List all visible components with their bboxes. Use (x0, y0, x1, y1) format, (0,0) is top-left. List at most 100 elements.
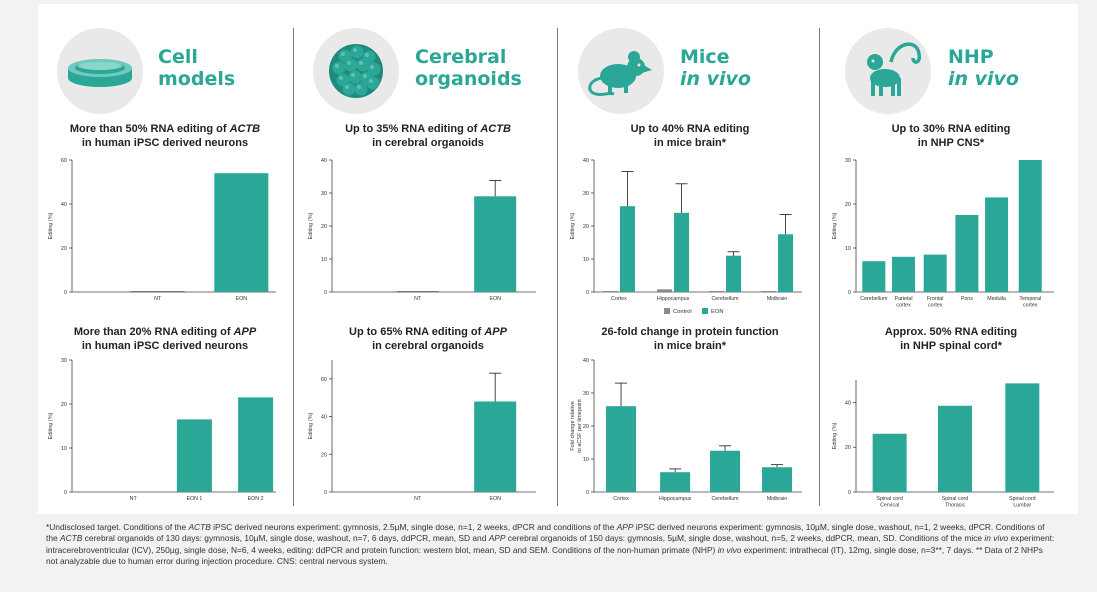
footnote: *Undisclosed target. Conditions of the A… (46, 522, 1056, 567)
y-tick-label: 60 (61, 158, 67, 164)
chart-title: More than 20% RNA editing of APP in huma… (73, 326, 257, 352)
x-tick-label: Parietal (895, 296, 913, 302)
chart-title: Up to 40% RNA editing in mice brain* (630, 123, 750, 149)
footnote-italic: APP (488, 533, 506, 544)
x-tick-label: Spinal cord (876, 496, 903, 502)
x-tick-label: NT (414, 296, 422, 302)
bar (660, 472, 691, 492)
x-tick-label: cortex (928, 303, 943, 309)
x-tick-label: Cerebellum (711, 496, 739, 502)
footnote-italic: ACTB (59, 533, 83, 544)
x-tick-label: Cervical (880, 503, 899, 509)
x-tick-label: Midbrain (767, 296, 787, 302)
y-tick-label: 10 (321, 257, 327, 263)
bar-control (761, 291, 777, 293)
x-tick-label: Hippocampus (659, 496, 692, 502)
y-tick-label: 40 (321, 415, 327, 421)
organoid-highlight (363, 74, 367, 78)
y-tick-label: 20 (583, 224, 589, 230)
bar (606, 406, 637, 492)
bar (892, 256, 916, 292)
y-tick-label: 30 (845, 158, 851, 164)
footnote-italic: ACTB (188, 522, 211, 532)
bar (1005, 383, 1040, 492)
bar-eon (674, 212, 690, 292)
organoid-highlight (341, 52, 345, 56)
organoid-highlight (359, 61, 363, 65)
bar (176, 419, 212, 492)
chart-title: 26-fold change in protein function in mi… (601, 326, 779, 352)
y-tick-label: 40 (583, 358, 589, 364)
chart-title: Up to 65% RNA editing of APP in cerebral… (349, 326, 507, 352)
bar (474, 196, 517, 292)
bar (923, 254, 947, 292)
bar (710, 450, 741, 492)
organoid-cell (354, 82, 368, 96)
organoids-icon-circle (313, 28, 399, 114)
x-tick-label: NT (130, 496, 138, 502)
chart-c21: 0 10 20 30 Editing (%) NT EON 1 EON 2 (48, 358, 276, 502)
x-tick-label: Midbrain (767, 496, 787, 502)
x-tick-label: Cerebellum (711, 296, 739, 302)
x-tick-label: NT (154, 296, 162, 302)
nhp-in-vivo-title: NHP in vivo (948, 46, 1019, 90)
bar-eon (619, 206, 635, 292)
footnote-text: iPSC derived neurons experiment: gymnosi… (46, 522, 1045, 544)
y-tick-label: 40 (61, 202, 67, 208)
y-tick-label: 0 (848, 290, 851, 296)
y-tick-label: 0 (64, 290, 67, 296)
y-tick-label: 0 (848, 490, 851, 496)
y-tick-label: 10 (61, 446, 67, 452)
y-tick-label: 10 (845, 246, 851, 252)
x-tick-label: Cortex (611, 296, 627, 302)
x-tick-label: Cortex (613, 496, 629, 502)
footnote-text: iPSC derived neurons experiment: gymnosi… (210, 522, 617, 532)
x-tick-label: Temporal (1019, 296, 1041, 302)
cerebral-organoids-title: Cerebral organoids (415, 46, 522, 90)
organoid-cell (350, 45, 364, 59)
y-tick-label: 10 (583, 457, 589, 463)
footnote-italic: in vivo (984, 533, 1009, 544)
bar-control (657, 289, 673, 292)
bar (862, 261, 886, 292)
organoid-cell (342, 82, 356, 96)
organoid-cell (332, 61, 346, 75)
organoid-highlight (335, 64, 339, 68)
organoid-highlight (370, 65, 374, 69)
y-axis-label: to aCSF per timepoint (577, 399, 583, 453)
x-tick-label: Spinal cord (1009, 496, 1036, 502)
petri-dish-icon (68, 59, 132, 87)
chart-c22: 0 20 40 60 Editing (%) NT EON (308, 360, 536, 502)
x-tick-label: Lumbar (1013, 503, 1031, 509)
footnote-text: cerebral organoids of 150 days: gymnosis… (505, 533, 985, 544)
y-tick-label: 60 (321, 377, 327, 383)
bar (238, 397, 274, 492)
x-tick-label: Cerebellum (860, 296, 888, 302)
chart-c13: 0 10 20 30 40 Editing (%) Cortex Hippocampus Cer… (570, 158, 802, 315)
organoid-highlight (345, 85, 349, 89)
cell-models-title: Cell models (158, 46, 236, 90)
bar (762, 467, 793, 492)
organoid-highlight (351, 73, 355, 77)
chart-c12: 0 10 20 30 40 Editing (%) NT EON (308, 158, 536, 302)
y-tick-label: 20 (321, 452, 327, 458)
column-divider (819, 28, 820, 506)
y-axis-label: Fold change relative (570, 401, 576, 451)
y-axis-label: Editing (%) (308, 412, 314, 439)
footnote-text: experiment: intrathecal (IT), 12mg, sing… (46, 544, 1043, 566)
organoid-highlight (369, 79, 373, 83)
x-tick-label: EON 2 (248, 496, 264, 502)
bar-eon (778, 234, 794, 292)
legend-label-control: Control (673, 309, 692, 315)
x-tick-label: Hippocampus (657, 296, 690, 302)
y-tick-label: 40 (583, 158, 589, 164)
x-tick-label: cortex (1023, 303, 1038, 309)
mouse-icon (588, 51, 652, 97)
y-tick-label: 0 (324, 490, 327, 496)
x-tick-label: cortex (896, 303, 911, 309)
chart-title: Up to 30% RNA editing in NHP CNS* (891, 123, 1011, 149)
monkey-icon (867, 42, 922, 96)
chart-title: Approx. 50% RNA editing in NHP spinal co… (884, 326, 1018, 352)
